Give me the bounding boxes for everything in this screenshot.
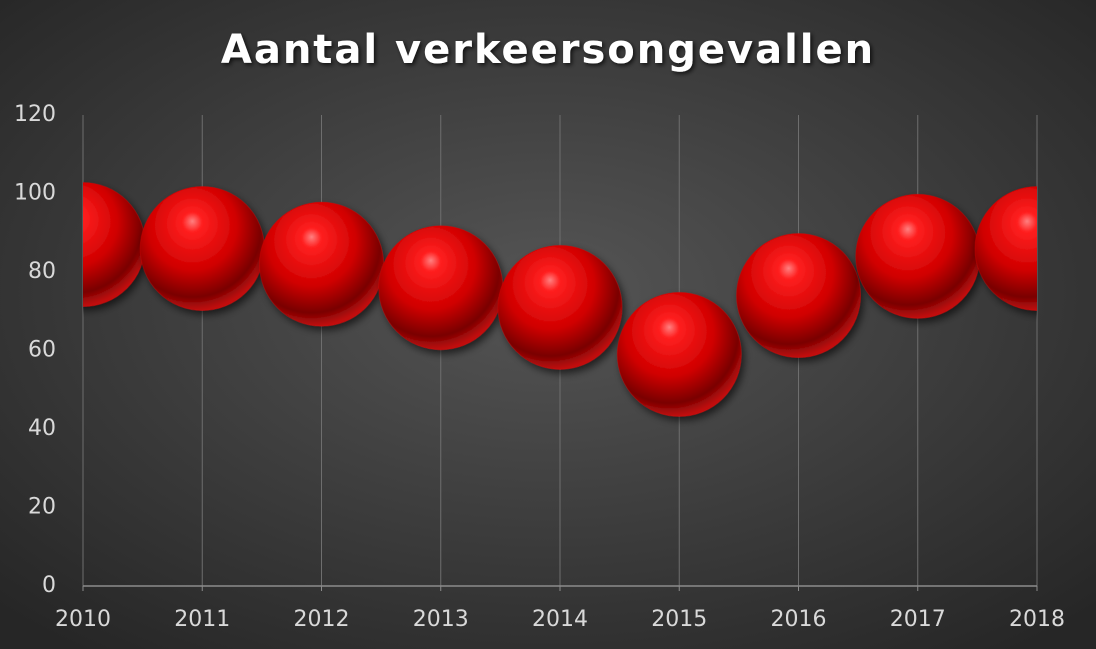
y-tick-label: 80 bbox=[28, 259, 56, 284]
x-tick-label: 2012 bbox=[294, 607, 350, 632]
x-tick-label: 2014 bbox=[532, 607, 588, 632]
y-tick-label: 20 bbox=[28, 495, 56, 520]
sphere-group bbox=[259, 201, 384, 327]
sphere-group bbox=[616, 291, 742, 417]
x-tick-label: 2017 bbox=[890, 607, 946, 632]
sphere bbox=[974, 185, 1037, 311]
sphere bbox=[497, 244, 623, 370]
sphere-group bbox=[974, 185, 1037, 311]
sphere bbox=[855, 193, 981, 319]
sphere bbox=[616, 291, 742, 417]
x-tick-label: 2018 bbox=[1009, 607, 1065, 632]
sphere bbox=[139, 185, 265, 311]
y-tick-label: 100 bbox=[14, 181, 56, 206]
y-tick-label: 60 bbox=[28, 338, 56, 363]
sphere-group bbox=[736, 233, 861, 359]
sphere-group bbox=[497, 244, 623, 370]
x-tick-label: 2013 bbox=[413, 607, 469, 632]
sphere bbox=[378, 225, 504, 351]
x-tick-label: 2016 bbox=[771, 607, 827, 632]
sphere-group bbox=[378, 225, 504, 351]
chart-title: Aantal verkeersongevallen bbox=[221, 27, 875, 73]
x-tick-label: 2010 bbox=[55, 607, 111, 632]
y-tick-label: 120 bbox=[14, 102, 56, 127]
y-tick-label: 0 bbox=[42, 573, 56, 598]
y-tick-label: 40 bbox=[28, 416, 56, 441]
sphere bbox=[259, 201, 384, 327]
x-tick-label: 2011 bbox=[174, 607, 230, 632]
x-tick-label: 2015 bbox=[651, 607, 707, 632]
sphere-group bbox=[139, 185, 265, 311]
sphere-group bbox=[855, 193, 981, 319]
sphere bbox=[736, 233, 861, 359]
